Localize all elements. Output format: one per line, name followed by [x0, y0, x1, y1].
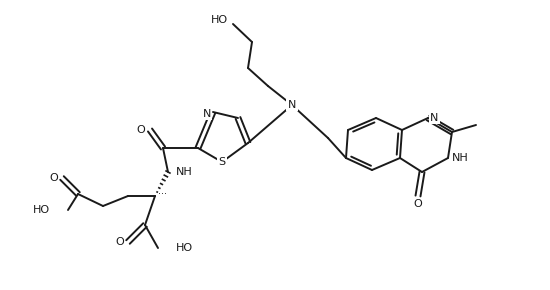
- Text: HO: HO: [33, 205, 50, 215]
- Text: NH: NH: [176, 167, 192, 177]
- Text: N: N: [202, 109, 211, 119]
- Text: ···: ···: [158, 189, 167, 199]
- Text: S: S: [218, 157, 226, 167]
- Text: O: O: [414, 199, 422, 209]
- Text: HO: HO: [176, 243, 193, 253]
- Text: HO: HO: [211, 15, 228, 25]
- Text: N: N: [288, 100, 296, 110]
- Text: O: O: [116, 237, 124, 247]
- Text: O: O: [136, 125, 145, 135]
- Text: NH: NH: [452, 153, 469, 163]
- Text: N: N: [430, 113, 438, 123]
- Text: O: O: [50, 173, 58, 183]
